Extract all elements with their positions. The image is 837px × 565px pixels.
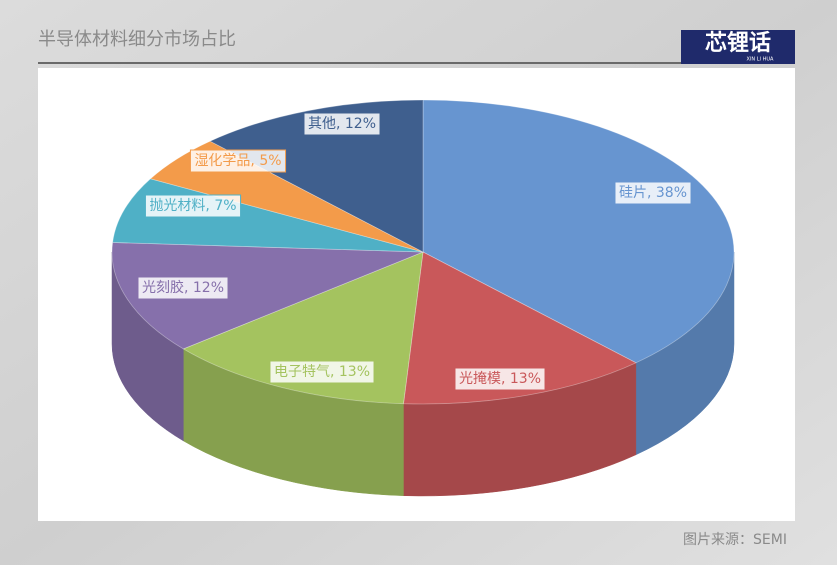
data-label-box xyxy=(269,360,375,384)
data-label-box xyxy=(137,276,229,300)
data-label: 其他, 12% xyxy=(308,116,376,132)
data-label-box xyxy=(454,367,546,391)
pie: 硅片, 38% 光掩模, 13% 电子特气, 13% 光刻胶, 12% 抛光材料, 7%… xyxy=(111,99,735,497)
logo-sub: XIN LI HUA xyxy=(747,57,774,63)
chart-title: 半导体材料细分市场占比 xyxy=(38,29,236,50)
data-label: 光刻胶, 12% xyxy=(142,279,224,296)
slice xyxy=(209,99,424,253)
slice xyxy=(403,251,637,405)
data-label: 电子特气, 13% xyxy=(274,364,370,380)
logo: 芯锂话 xyxy=(705,30,771,56)
data-label: 抛光材料, 7% xyxy=(149,198,236,214)
data-label: 硅片, 38% xyxy=(619,185,687,201)
slice xyxy=(422,99,735,364)
logo-box xyxy=(681,30,795,64)
data-label: 湿化学品, 5% xyxy=(194,153,281,169)
data-label: 光掩模, 13% xyxy=(459,371,541,387)
data-label-box xyxy=(144,194,242,218)
data-label-box xyxy=(614,181,692,205)
slice xyxy=(111,242,424,350)
data-label-box xyxy=(303,112,381,136)
data-label-box xyxy=(189,149,287,173)
source: 图片来源：SEMI xyxy=(683,532,787,548)
